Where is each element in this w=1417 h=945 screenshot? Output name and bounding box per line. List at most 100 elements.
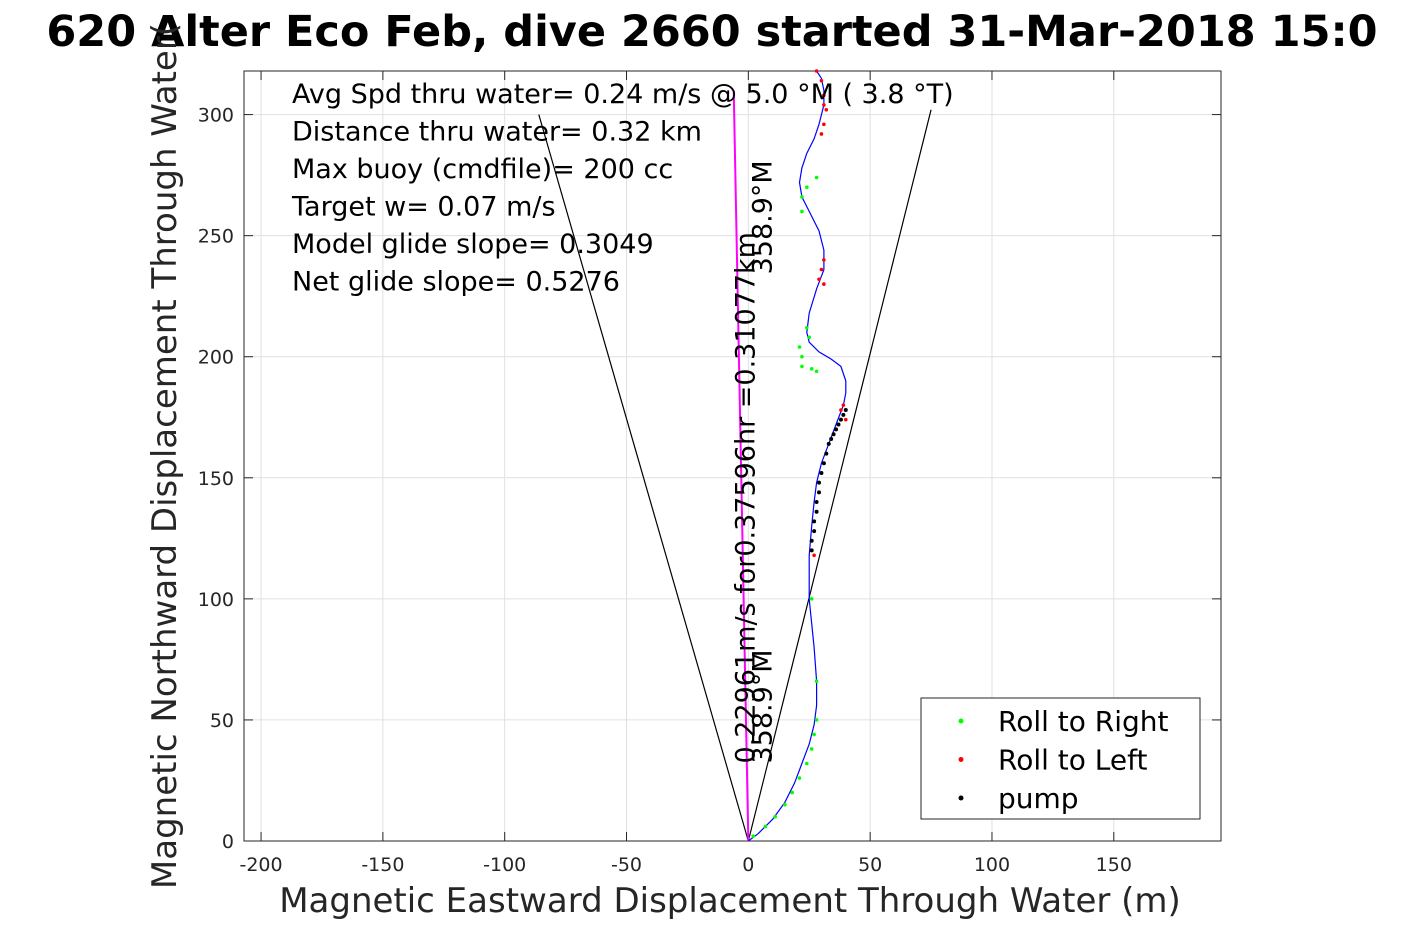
- pump-marker: [819, 470, 824, 475]
- legend-box: [920, 697, 1201, 820]
- roll-right-marker: [807, 335, 812, 340]
- x-tick-label: 50: [858, 854, 882, 876]
- chart-title: 620 Alter Eco Feb, dive 2660 started 31-…: [46, 7, 1377, 57]
- roll-right-marker: [783, 802, 787, 807]
- roll-left-marker: [822, 282, 826, 286]
- roll-right-marker: [805, 325, 809, 330]
- roll-right-marker: [814, 718, 819, 722]
- legend-marker: [958, 718, 964, 724]
- roll-right-marker: [809, 367, 814, 371]
- roll-left-marker: [819, 78, 824, 83]
- roll-left-marker: [822, 258, 826, 262]
- y-tick-label: 200: [198, 347, 234, 369]
- roll-right-marker: [763, 824, 768, 829]
- roll-left-marker: [841, 403, 846, 407]
- pump-marker: [841, 412, 846, 417]
- y-tick-label: 0: [222, 831, 234, 853]
- roll-left-marker: [839, 408, 843, 412]
- pump-marker: [821, 461, 826, 466]
- pump-marker: [838, 417, 843, 422]
- heading-line: [747, 109, 932, 842]
- roll-left-marker: [819, 132, 824, 136]
- x-tick-label: 150: [1096, 854, 1132, 876]
- roll-left-marker: [824, 107, 829, 112]
- roll-right-marker: [773, 814, 777, 819]
- roll-right-marker: [800, 209, 804, 214]
- roll-left-marker: [822, 93, 826, 98]
- pump-marker: [812, 529, 817, 534]
- y-tick-label: 300: [198, 105, 234, 127]
- y-axis-label: Magnetic Northward Displacement Through …: [145, 23, 185, 889]
- stats-line: Max buoy (cmdfile)= 200 cc: [292, 154, 673, 185]
- pump-marker: [812, 519, 817, 524]
- stats-line: Model glide slope= 0.3049: [292, 229, 654, 260]
- roll-right-marker: [751, 834, 756, 838]
- rotated-label: 0.22961m/s for0.37596hr =0.31077km: [730, 232, 761, 763]
- pump-marker: [831, 432, 836, 437]
- roll-left-marker: [843, 417, 848, 422]
- roll-right-marker: [809, 597, 814, 601]
- x-tick-label: -200: [239, 854, 282, 876]
- roll-right-marker: [800, 364, 804, 369]
- mean-vector-line: [732, 90, 750, 842]
- roll-right-marker: [812, 732, 816, 737]
- legend-marker: [958, 795, 964, 801]
- roll-right-marker: [797, 345, 802, 349]
- pump-marker: [834, 427, 839, 432]
- roll-right-marker: [800, 354, 804, 359]
- stats-line: Net glide slope= 0.5276: [292, 267, 620, 298]
- legend-label: Roll to Left: [998, 744, 1147, 777]
- x-axis: -200 -150 -100 -50 0 50 100 150: [239, 71, 1132, 876]
- y-tick-label: 250: [198, 226, 234, 248]
- track: [747, 70, 847, 842]
- stats-line: Target w= 0.07 m/s: [291, 192, 556, 223]
- x-axis-label: Magnetic Eastward Displacement Through W…: [279, 881, 1181, 921]
- roll-left-marker: [822, 103, 826, 107]
- y-tick-label: 50: [210, 710, 234, 732]
- x-tick-label: -150: [361, 854, 404, 876]
- pump-marker: [814, 509, 819, 514]
- roll-right-marker: [805, 761, 809, 766]
- roll-right-marker: [800, 195, 804, 199]
- rotated-label: 358.9°M: [747, 160, 778, 274]
- heading-lines: [538, 90, 932, 842]
- x-tick-label: 0: [742, 854, 754, 876]
- legend: Roll to Right Roll to Left pump: [920, 697, 1201, 820]
- y-tick-label: 100: [198, 589, 234, 611]
- stats-line: Distance thru water= 0.32 km: [292, 117, 702, 148]
- dive-stats: Avg Spd thru water= 0.24 m/s @ 5.0 °M ( …: [291, 79, 954, 298]
- roll-left-marker: [814, 69, 819, 73]
- roll-left-marker: [817, 277, 821, 282]
- track-line: [747, 70, 847, 842]
- roll-right-marker: [814, 369, 819, 374]
- roll-right-marker: [797, 776, 802, 780]
- roll-left-marker: [812, 553, 816, 558]
- pump-marker: [816, 490, 821, 495]
- pump-marker: [836, 422, 841, 427]
- x-tick-label: -50: [611, 854, 642, 876]
- roll-left-marker: [822, 122, 826, 127]
- roll-right-marker: [814, 679, 819, 683]
- heading-line: [538, 114, 749, 842]
- pump-marker: [843, 407, 848, 412]
- legend-marker: [958, 757, 964, 762]
- stats-line: Avg Spd thru water= 0.24 m/s @ 5.0 °M ( …: [292, 79, 954, 110]
- y-tick-label: 150: [198, 468, 234, 490]
- legend-label: Roll to Right: [998, 705, 1169, 738]
- pump-marker: [814, 500, 819, 505]
- plot-area-border: [243, 70, 1222, 842]
- roll-left-marker: [819, 267, 824, 272]
- roll-markers: [751, 69, 848, 838]
- x-tick-label: -100: [483, 854, 526, 876]
- pump-marker: [829, 437, 834, 442]
- pump-marker: [809, 538, 814, 543]
- rotated-annotations: 0.22961m/s for0.37596hr =0.31077km358.9°…: [730, 160, 778, 763]
- roll-right-marker: [790, 790, 794, 795]
- rotated-label: 358.9°M: [747, 649, 778, 763]
- x-tick-label: 100: [974, 854, 1010, 876]
- legend-label: pump: [998, 782, 1079, 815]
- pump-marker: [816, 480, 821, 485]
- pump-marker: [826, 441, 831, 446]
- roll-right-marker: [809, 747, 814, 751]
